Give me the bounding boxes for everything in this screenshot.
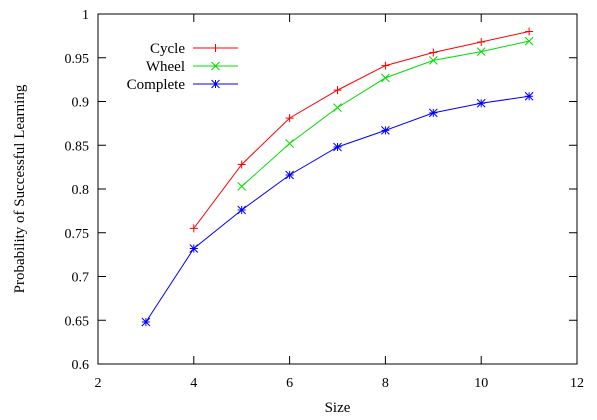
marker-stroke (476, 98, 486, 108)
marker-stroke (211, 61, 220, 71)
data-point (429, 48, 438, 57)
series-layer (141, 27, 534, 327)
data-point (189, 224, 198, 233)
legend: Cycle Wheel Complete (127, 41, 238, 93)
data-point (237, 160, 246, 169)
legend-item-cycle: Cycle (150, 41, 238, 57)
marker-stroke (381, 126, 390, 135)
y-tick-label: 0.6 (72, 358, 90, 373)
marker-stroke (333, 142, 342, 152)
x-tick-label: 6 (286, 376, 293, 391)
x-tick-label: 8 (382, 376, 389, 391)
y-tick-label: 0.7 (72, 271, 90, 286)
data-point (285, 170, 294, 180)
data-point (477, 38, 486, 46)
data-point (381, 126, 390, 135)
legend-label: Complete (127, 77, 186, 93)
marker-stroke (381, 73, 390, 83)
data-point (285, 139, 294, 148)
data-point (428, 56, 438, 65)
series-line (193, 31, 530, 229)
x-tick-label: 12 (570, 376, 584, 391)
legend-label: Wheel (146, 59, 185, 75)
y-tick-label: 0.85 (65, 139, 90, 154)
y-axis-label: Probability of Successful Learning (12, 84, 28, 293)
legend-item-complete: Complete (127, 77, 238, 93)
axes: 2 4 6 8 10 12 0.6 0.65 0.7 0.75 0.8 0.85 0.9 0.95 1 (65, 8, 585, 391)
data-point (237, 205, 247, 215)
x-axis-label: Size (325, 400, 351, 416)
data-point (211, 61, 220, 71)
data-point (524, 36, 534, 46)
data-point (428, 108, 438, 118)
marker-stroke (333, 103, 342, 112)
legend-label: Cycle (150, 41, 185, 57)
marker-stroke (476, 47, 486, 56)
marker-stroke (141, 317, 151, 327)
series-wheel (237, 36, 534, 191)
data-point (211, 79, 220, 89)
y-tick-label: 0.95 (65, 52, 90, 67)
data-point (189, 244, 199, 253)
marker-stroke (428, 56, 438, 65)
marker-stroke (285, 139, 294, 148)
data-point (333, 103, 342, 112)
marker-stroke (285, 170, 294, 180)
series-line (145, 95, 530, 323)
data-point (285, 114, 294, 123)
data-point (381, 73, 390, 83)
marker-stroke (524, 36, 534, 46)
y-tick-label: 0.65 (65, 314, 90, 329)
data-point (524, 91, 534, 101)
legend-item-wheel: Wheel (146, 59, 238, 75)
series-cycle (189, 27, 534, 233)
marker-stroke (524, 91, 534, 101)
data-point (333, 86, 342, 95)
data-point (525, 27, 534, 36)
data-point (381, 61, 390, 70)
data-point (476, 98, 486, 108)
series-complete (141, 91, 534, 327)
data-point (211, 44, 220, 52)
marker-stroke (428, 108, 438, 118)
data-point (333, 142, 342, 152)
y-tick-label: 0.8 (72, 183, 90, 198)
marker-stroke (237, 205, 247, 215)
data-point (237, 182, 247, 191)
marker-stroke (237, 182, 247, 191)
x-tick-label: 10 (474, 376, 488, 391)
y-tick-label: 0.75 (65, 227, 90, 242)
data-point (476, 47, 486, 56)
x-tick-label: 2 (95, 376, 102, 391)
data-point (141, 317, 151, 327)
x-tick-label: 4 (190, 376, 197, 391)
y-tick-label: 0.9 (72, 96, 90, 111)
marker-stroke (189, 244, 199, 253)
y-tick-label: 1 (82, 8, 89, 23)
marker-stroke (211, 79, 220, 89)
